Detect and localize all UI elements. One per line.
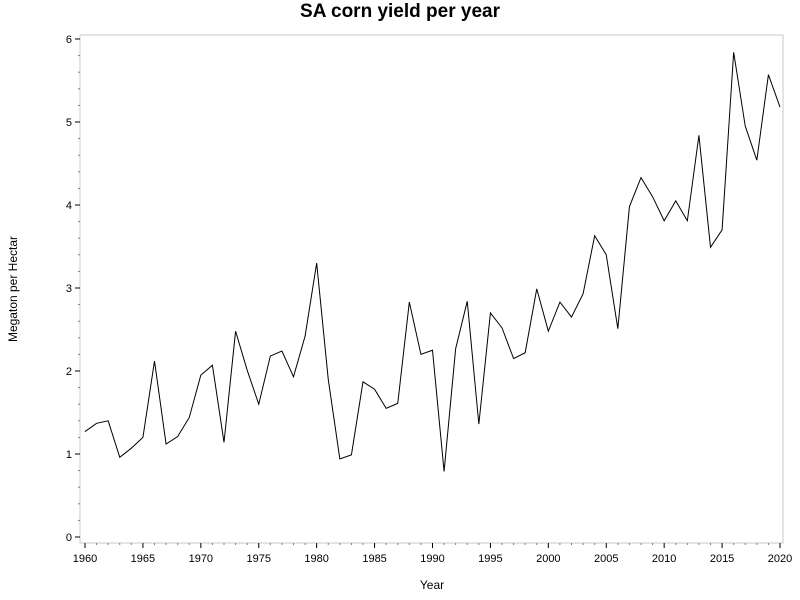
data-point bbox=[663, 219, 666, 222]
data-point bbox=[188, 416, 191, 419]
data-point bbox=[419, 353, 422, 356]
x-axis-label: Year bbox=[420, 578, 444, 592]
series-line bbox=[84, 52, 781, 472]
data-point bbox=[535, 287, 538, 290]
y-tick-label: 0 bbox=[66, 532, 72, 544]
data-point bbox=[176, 435, 179, 438]
x-tick-label: 1960 bbox=[73, 553, 97, 565]
data-point bbox=[547, 330, 550, 333]
data-point bbox=[628, 205, 631, 208]
chart-title: SA corn yield per year bbox=[300, 1, 501, 22]
data-point bbox=[466, 300, 469, 303]
data-point bbox=[292, 375, 295, 378]
data-point bbox=[640, 176, 643, 179]
data-point bbox=[95, 422, 98, 425]
data-point bbox=[199, 374, 202, 377]
data-point bbox=[779, 106, 782, 109]
data-point bbox=[234, 330, 237, 333]
data-point bbox=[686, 219, 689, 222]
data-point bbox=[107, 419, 110, 422]
data-point bbox=[454, 347, 457, 350]
y-tick-label: 6 bbox=[66, 34, 72, 46]
data-point bbox=[582, 292, 585, 295]
data-point bbox=[141, 436, 144, 439]
data-point bbox=[315, 262, 318, 265]
data-point bbox=[477, 423, 480, 426]
data-point bbox=[616, 327, 619, 330]
x-tick-label: 2005 bbox=[594, 553, 618, 565]
x-tick-label: 1980 bbox=[304, 553, 328, 565]
data-point bbox=[396, 402, 399, 405]
axes: 0 1 2 3 4 5 6 1960 1965 1970 1975 1980 1985 1990 1995 2… bbox=[66, 34, 792, 565]
data-point bbox=[593, 234, 596, 237]
y-tick-label: 1 bbox=[66, 449, 72, 461]
series-layer bbox=[84, 51, 782, 473]
data-point bbox=[697, 134, 700, 137]
data-point bbox=[257, 403, 260, 406]
data-point bbox=[732, 51, 735, 54]
data-point bbox=[269, 355, 272, 358]
data-point bbox=[524, 351, 527, 354]
y-tick-label: 3 bbox=[66, 283, 72, 295]
data-point bbox=[512, 357, 515, 360]
x-tick-label: 1975 bbox=[247, 553, 271, 565]
data-point bbox=[211, 364, 214, 367]
data-point bbox=[84, 430, 87, 433]
x-tick-label: 2000 bbox=[536, 553, 560, 565]
data-point bbox=[338, 457, 341, 460]
data-point bbox=[721, 228, 724, 231]
data-point bbox=[280, 350, 283, 353]
data-point bbox=[350, 453, 353, 456]
y-tick-label: 5 bbox=[66, 117, 72, 129]
data-point bbox=[605, 253, 608, 256]
plot-frame bbox=[79, 34, 784, 544]
data-point bbox=[373, 388, 376, 391]
data-point bbox=[431, 349, 434, 352]
data-point bbox=[130, 447, 133, 450]
y-tick-label: 2 bbox=[66, 366, 72, 378]
data-point bbox=[767, 73, 770, 76]
data-point bbox=[443, 470, 446, 473]
data-point bbox=[304, 335, 307, 338]
data-point bbox=[118, 456, 121, 459]
data-point bbox=[408, 301, 411, 304]
x-tick-label: 1965 bbox=[131, 553, 155, 565]
data-point bbox=[489, 311, 492, 314]
x-tick-label: 1970 bbox=[189, 553, 213, 565]
data-point bbox=[755, 159, 758, 162]
data-point bbox=[558, 301, 561, 304]
data-point bbox=[709, 246, 712, 249]
y-tick-label: 4 bbox=[66, 200, 72, 212]
data-point bbox=[223, 441, 226, 444]
x-tick-label: 1985 bbox=[362, 553, 386, 565]
y-axis-label: Megaton per Hectar bbox=[6, 236, 20, 342]
data-point bbox=[246, 369, 249, 372]
data-point bbox=[651, 195, 654, 198]
data-point bbox=[362, 380, 365, 383]
x-tick-label: 2010 bbox=[652, 553, 676, 565]
data-point bbox=[501, 326, 504, 329]
data-point bbox=[385, 407, 388, 410]
data-point bbox=[327, 378, 330, 381]
x-tick-label: 2015 bbox=[710, 553, 734, 565]
data-point bbox=[165, 443, 168, 446]
data-point bbox=[570, 316, 573, 319]
x-tick-label: 1995 bbox=[478, 553, 502, 565]
data-point bbox=[744, 125, 747, 128]
data-point bbox=[153, 360, 156, 363]
x-tick-label: 2020 bbox=[768, 553, 792, 565]
data-point bbox=[674, 199, 677, 202]
x-tick-label: 1990 bbox=[420, 553, 444, 565]
